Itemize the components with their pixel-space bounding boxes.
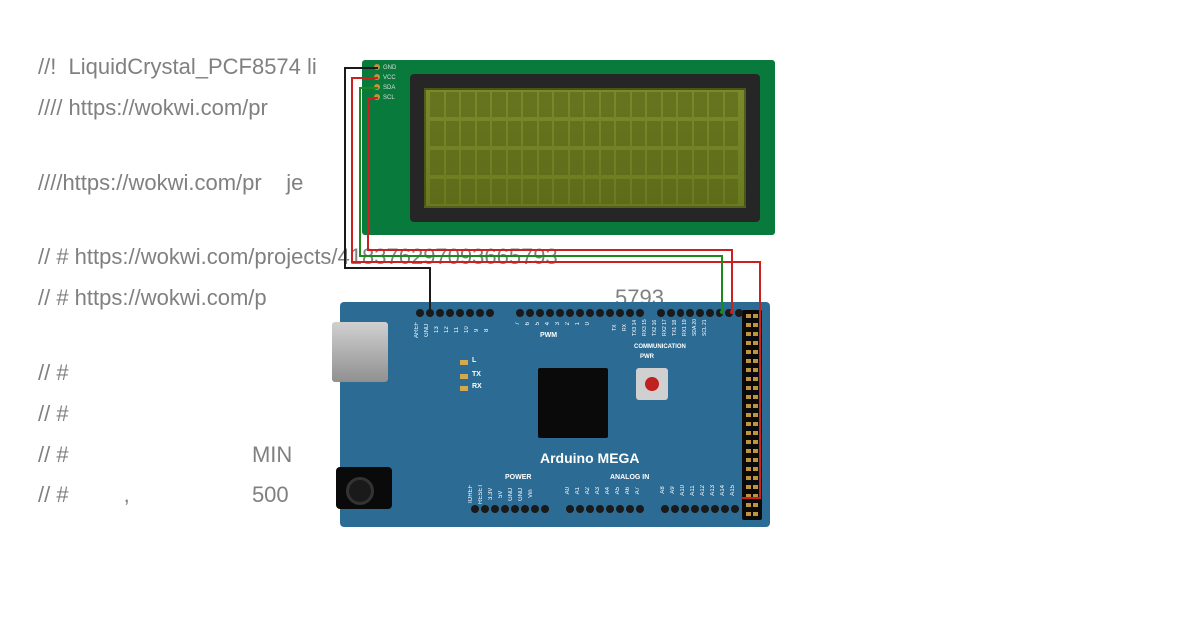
pin-labels: A0A1A2A3A4A5A6A7: [565, 487, 645, 494]
power-label: POWER: [505, 474, 531, 481]
pin-header: [565, 505, 650, 521]
pin-header: [660, 505, 745, 521]
arduino-mega-board: PWM COMMUNICATION PWR POWER ANALOG IN Ar…: [340, 302, 770, 527]
pwm-label: PWM: [540, 332, 557, 339]
pwr-label: PWR: [640, 354, 654, 360]
lcd-module: GND VCC SDA SCL: [362, 60, 775, 235]
pin-labels: IOREFRESET3.3V5VGNDGNDVin: [468, 484, 538, 504]
power-jack: [336, 467, 392, 509]
pin-labels: A8A9A10A11A12A13A14A15: [660, 485, 740, 496]
dual-pin-header: [742, 310, 762, 520]
pin-labels: AREFGND1312111098: [414, 322, 494, 338]
pin-header: [470, 505, 555, 521]
lcd-display: [424, 88, 746, 208]
led-rx: [460, 386, 468, 391]
pin-labels: TXRXTX3 14RX3 15TX2 16RX2 17TX1 18RX1 19…: [612, 319, 712, 336]
comm-label: COMMUNICATION: [634, 344, 686, 350]
lcd-pin-labels: GND VCC SDA SCL: [374, 63, 396, 103]
analog-label: ANALOG IN: [610, 474, 649, 481]
reset-button[interactable]: [636, 368, 668, 400]
usb-port: [332, 322, 388, 382]
led-tx: [460, 374, 468, 379]
led-l: [460, 360, 468, 365]
lcd-bezel: [410, 74, 760, 222]
arduino-title: Arduino MEGA: [540, 450, 640, 466]
pin-labels: 76543210: [515, 322, 595, 325]
mcu-chip: [538, 368, 608, 438]
code-line: // # https://wokwi.com/projects/41837629…: [38, 242, 688, 273]
